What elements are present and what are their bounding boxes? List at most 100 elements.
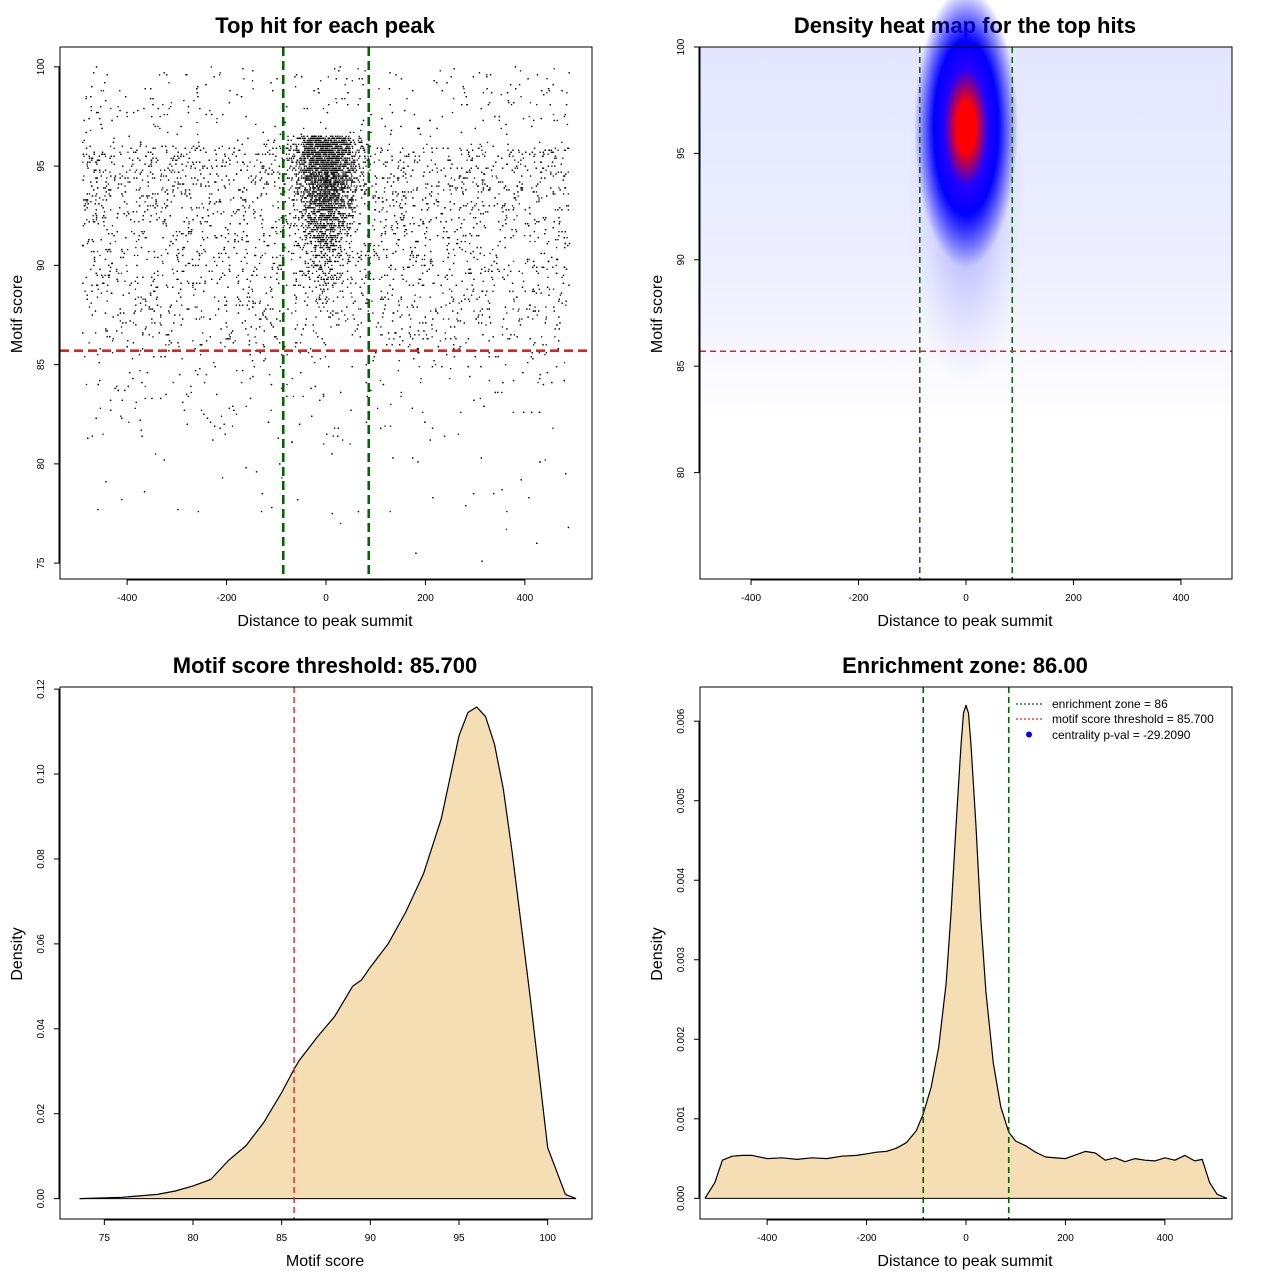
scatter-point — [280, 268, 282, 270]
scatter-point — [539, 377, 541, 380]
scatter-point — [244, 256, 246, 259]
scatter-point — [451, 274, 453, 276]
scatter-point — [448, 318, 450, 320]
scatter-point — [89, 129, 92, 132]
scatter-point — [556, 324, 558, 326]
scatter-point — [260, 193, 263, 195]
panel-scatter-y-tick-label: 75 — [36, 557, 47, 569]
scatter-point — [225, 304, 227, 306]
scatter-point — [239, 149, 241, 151]
scatter-point — [307, 252, 309, 255]
scatter-point — [375, 201, 377, 203]
scatter-point — [142, 233, 144, 235]
scatter-point — [208, 203, 210, 205]
scatter-point — [558, 316, 560, 318]
scatter-point — [451, 163, 453, 165]
scatter-point — [299, 159, 301, 161]
scatter-point — [190, 167, 192, 169]
scatter-point — [98, 159, 101, 161]
scatter-point — [402, 278, 404, 280]
scatter-point — [88, 239, 90, 241]
scatter-point — [465, 342, 467, 344]
scatter-point — [197, 373, 199, 376]
scatter-point — [223, 423, 225, 425]
scatter-point — [341, 157, 343, 159]
scatter-point — [197, 86, 199, 88]
scatter-point — [224, 296, 226, 298]
scatter-point — [276, 338, 278, 340]
scatter-point — [102, 217, 104, 219]
scatter-point — [336, 102, 338, 104]
scatter-point — [190, 231, 193, 233]
scatter-point — [384, 187, 386, 189]
scatter-point — [374, 209, 376, 211]
scatter-point — [95, 161, 98, 163]
scatter-point — [194, 288, 196, 290]
scatter-point — [240, 260, 242, 263]
scatter-point — [522, 157, 524, 159]
scatter-point — [99, 407, 102, 409]
scatter-point — [155, 286, 157, 288]
scatter-point — [255, 175, 257, 177]
scatter-point — [383, 308, 386, 310]
scatter-point — [387, 332, 390, 334]
scatter-point — [274, 125, 276, 128]
scatter-point — [376, 177, 378, 179]
scatter-point — [426, 227, 428, 229]
scatter-point — [172, 381, 174, 384]
scatter-point — [383, 163, 385, 165]
scatter-point — [219, 278, 221, 280]
scatter-point — [518, 270, 520, 272]
scatter-point — [105, 185, 108, 187]
scatter-point — [151, 177, 154, 179]
scatter-point — [274, 185, 276, 187]
scatter-point — [424, 316, 426, 318]
scatter-point — [143, 231, 145, 233]
scatter-point — [374, 195, 376, 197]
scatter-point — [544, 149, 546, 151]
scatter-point — [432, 318, 434, 320]
scatter-point — [321, 213, 323, 215]
scatter-point — [196, 306, 198, 308]
scatter-point — [233, 246, 235, 249]
scatter-point — [216, 117, 218, 120]
scatter-point — [450, 177, 453, 179]
scatter-point — [226, 326, 228, 328]
scatter-point — [253, 366, 255, 368]
scatter-point — [472, 290, 474, 292]
scatter-point — [335, 312, 337, 314]
scatter-point — [181, 193, 183, 195]
scatter-point — [222, 161, 224, 163]
scatter-point — [545, 217, 547, 219]
scatter-point — [318, 296, 320, 298]
scatter-point — [545, 344, 547, 346]
scatter-point — [502, 381, 504, 384]
scatter-point — [147, 181, 149, 183]
scatter-point — [382, 201, 384, 203]
scatter-point — [307, 352, 310, 354]
scatter-point — [504, 203, 506, 205]
scatter-point — [459, 346, 461, 348]
scatter-point — [402, 147, 404, 149]
scatter-point — [235, 155, 237, 157]
scatter-point — [205, 151, 207, 153]
scatter-point — [341, 290, 344, 292]
scatter-point — [367, 171, 369, 173]
scatter-point — [216, 264, 218, 267]
scatter-point — [180, 177, 182, 179]
scatter-point — [162, 221, 164, 223]
scatter-point — [426, 203, 428, 205]
scatter-point — [326, 111, 329, 114]
scatter-point — [398, 239, 400, 241]
scatter-point — [546, 268, 548, 270]
scatter-point — [119, 177, 121, 179]
scatter-point — [227, 157, 230, 159]
scatter-point — [388, 338, 390, 340]
scatter-point — [252, 375, 254, 378]
scatter-point — [452, 310, 454, 312]
scatter-point — [512, 379, 515, 382]
scatter-point — [106, 229, 108, 231]
scatter-point — [374, 153, 376, 155]
scatter-point — [255, 246, 257, 249]
scatter-point — [459, 147, 461, 149]
